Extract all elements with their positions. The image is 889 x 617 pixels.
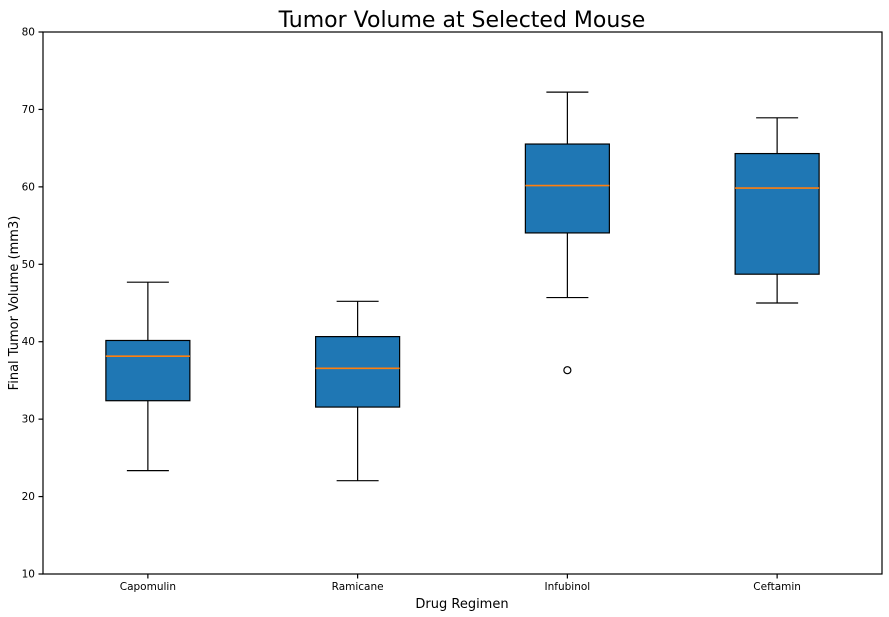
x-tick-label-capomulin: Capomulin: [120, 581, 176, 593]
x-tick-label-ramicane: Ramicane: [332, 581, 384, 593]
chart-title: Tumor Volume at Selected Mouse: [278, 8, 646, 33]
x-axis-ticks: Capomulin Ramicane Infubinol Ceftamin: [120, 574, 801, 593]
y-axis-label: Final Tumor Volume (mm3): [7, 216, 22, 391]
y-tick-label: 60: [22, 181, 35, 193]
box-groups: [105, 91, 820, 482]
iqr-box: [315, 336, 401, 408]
box-infubinol: [524, 91, 610, 375]
box-ceftamin: [734, 117, 820, 304]
x-tick-label-ceftamin: Ceftamin: [753, 581, 801, 593]
y-axis-ticks: 10 20 30 40 50 60 70 80: [22, 27, 43, 581]
plot-area-border: [42, 31, 883, 575]
outlier-point: [563, 366, 572, 375]
y-tick-label: 70: [22, 104, 35, 116]
iqr-box: [105, 339, 191, 402]
x-axis-label: Drug Regimen: [415, 597, 508, 612]
y-tick-label: 20: [22, 491, 35, 503]
y-tick-label: 80: [22, 27, 35, 39]
x-tick-label-infubinol: Infubinol: [545, 581, 591, 593]
iqr-box: [734, 152, 820, 275]
y-tick-label: 10: [22, 569, 35, 581]
iqr-box: [524, 143, 610, 234]
box-ramicane: [315, 300, 401, 482]
y-tick-label: 40: [22, 336, 35, 348]
box-capomulin: [105, 281, 191, 472]
y-tick-label: 30: [22, 414, 35, 426]
y-tick-label: 50: [22, 259, 35, 271]
